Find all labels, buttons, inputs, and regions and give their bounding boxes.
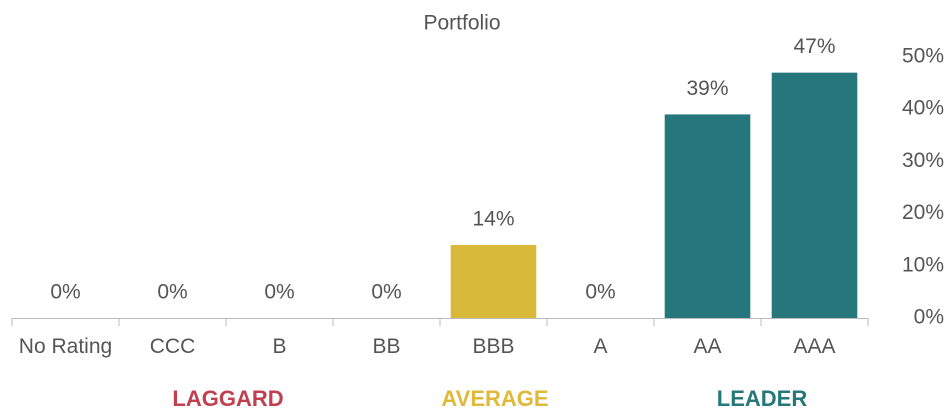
x-tick-label: BB [372,335,401,358]
value-label: 0% [157,281,187,304]
value-label: 0% [585,281,615,304]
x-tick-label: AA [693,335,722,358]
bar [450,244,537,318]
y-tick-label: 50% [902,45,944,68]
x-tick-label: A [593,335,608,358]
y-tick-label: 10% [902,253,944,276]
bar [771,72,858,318]
value-label: 14% [472,207,514,230]
y-tick-label: 0% [914,306,944,329]
bar [664,114,751,318]
value-label: 0% [264,281,294,304]
x-tick-label: CCC [149,335,196,358]
x-tick-label: AAA [793,335,836,358]
value-label: 0% [50,281,80,304]
value-label: 39% [686,77,728,100]
value-label: 0% [371,281,401,304]
y-tick-label: 30% [902,149,944,172]
x-tick-label: BBB [472,335,515,358]
value-label: 47% [793,35,835,58]
x-tick-label: B [272,335,287,358]
group-label: LAGGARD [172,386,284,411]
group-label: AVERAGE [441,386,549,411]
y-tick-label: 20% [902,201,944,224]
chart-title: Portfolio [423,12,500,35]
group-label: LEADER [716,386,808,411]
x-tick-label: No Rating [18,335,113,358]
y-tick-label: 40% [902,97,944,120]
